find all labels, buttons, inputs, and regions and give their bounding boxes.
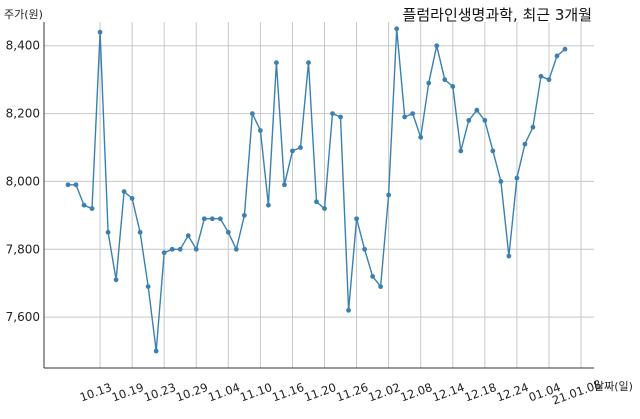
axes [43,22,594,369]
data-point [378,284,384,289]
y-tick-label: 8,400 [6,39,40,53]
grid-lines [44,22,594,368]
data-point [354,216,359,222]
data-point [346,307,351,313]
x-tick-label: 11.26 [334,380,370,404]
data-point [81,202,87,208]
y-tick-label: 7,800 [6,242,40,256]
x-tick-label: 12.24 [495,380,531,404]
x-tick-label: 10.29 [174,380,210,404]
chart-title: 플럼라인생명과학, 최근 3개월 [402,6,592,24]
y-axis-ticks: 7,600 7,800 8,000 8,200 8,400 [6,39,40,324]
data-point [482,117,488,123]
data-point [338,114,343,120]
y-tick-label: 8,000 [6,174,40,188]
data-point [506,253,512,259]
x-tick-label: 10.23 [142,380,178,404]
series-line [68,28,566,352]
data-point [426,80,432,86]
x-tick-label: 12.02 [366,380,402,404]
data-point [546,77,552,83]
data-point [410,111,416,116]
data-point [418,134,424,140]
x-tick-label: 12.08 [398,380,434,404]
data-point [434,43,440,49]
data-point [538,73,544,79]
data-point [466,117,472,123]
data-point [458,148,464,154]
data-point [113,277,119,283]
x-tick-label: 11.04 [206,380,242,404]
data-point [137,229,143,235]
data-point [322,206,327,211]
series-points [65,26,568,354]
data-point [530,124,536,130]
data-point [474,107,480,113]
data-point [209,216,215,222]
data-point [153,348,159,354]
data-point [145,284,151,289]
x-axis-ticks: 10.1310.1910.2310.2911.0411.1011.1611.20… [78,377,603,408]
data-point [514,175,520,181]
y-tick-label: 7,600 [6,310,40,324]
y-axis-label: 주가(원) [4,8,43,21]
data-point [97,29,103,35]
data-point [129,195,135,201]
data-point [314,199,319,205]
data-point [274,60,279,66]
data-point [65,182,71,188]
data-point [306,60,311,66]
data-point [73,182,79,188]
data-point [266,202,271,208]
data-point [554,53,560,59]
data-point [169,246,175,252]
data-point [233,246,239,252]
data-point [522,141,528,147]
data-point [249,111,255,116]
x-axis-label: 날짜(일) [594,380,633,393]
x-tick-label: 11.20 [302,380,338,404]
data-point [161,250,167,256]
data-point [298,145,303,150]
data-point [442,77,448,83]
data-point [193,246,199,252]
data-point [217,216,223,222]
data-point [257,128,263,133]
data-point [402,114,408,120]
x-tick-label: 10.13 [78,380,114,404]
data-point [185,233,191,239]
data-point [105,229,111,235]
x-tick-label: 10.19 [110,380,146,404]
x-tick-label: 12.18 [463,380,499,404]
data-point [362,246,367,252]
data-point [290,148,295,154]
data-point [394,26,400,32]
data-point [89,206,95,211]
data-point [562,46,568,52]
data-point [241,212,247,218]
data-point [177,246,183,252]
x-tick-label: 12.14 [431,380,467,404]
data-point [386,192,392,198]
data-point [121,189,127,195]
data-point [490,148,496,154]
data-point [201,216,207,222]
data-point [370,274,376,279]
data-point [225,229,231,235]
x-tick-label: 11.10 [238,380,274,404]
data-point [282,182,287,188]
data-point [330,111,335,116]
y-tick-label: 8,200 [6,107,40,121]
data-point [450,84,456,89]
data-point [498,179,504,184]
x-tick-label: 11.16 [270,380,306,404]
